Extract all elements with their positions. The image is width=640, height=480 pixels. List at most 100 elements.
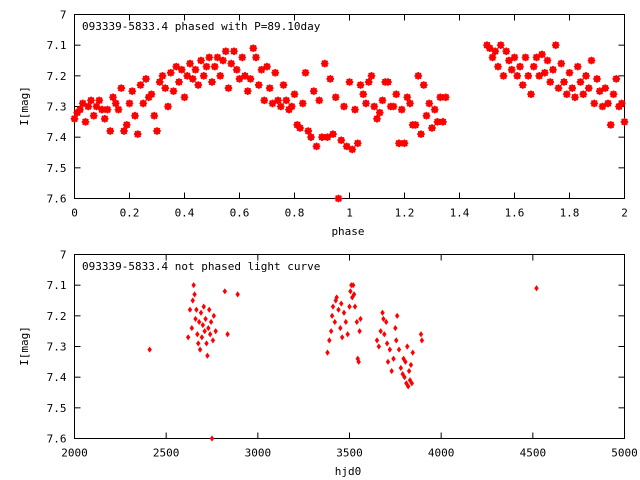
data-point bbox=[620, 117, 629, 126]
data-point bbox=[345, 78, 354, 86]
data-point bbox=[309, 87, 318, 96]
data-point bbox=[551, 41, 560, 50]
x-tick-label: 2000 bbox=[61, 447, 88, 460]
data-point bbox=[406, 99, 414, 108]
unphased-light-curve-panel: 093339-5833.4 not phased light curve hjd… bbox=[18, 249, 638, 479]
data-point bbox=[210, 62, 219, 71]
data-point bbox=[502, 47, 511, 56]
data-point bbox=[382, 331, 387, 338]
data-point bbox=[538, 50, 546, 59]
data-point bbox=[358, 315, 363, 322]
data-point bbox=[535, 71, 544, 80]
data-point bbox=[205, 53, 214, 62]
y-tick-label: 7.5 bbox=[47, 162, 67, 175]
data-point bbox=[328, 328, 334, 335]
data-point bbox=[285, 105, 293, 114]
data-point bbox=[142, 75, 150, 83]
data-point bbox=[139, 99, 148, 108]
data-point bbox=[375, 108, 384, 117]
data-point bbox=[430, 105, 439, 114]
data-point bbox=[81, 117, 90, 126]
data-point bbox=[403, 93, 412, 102]
data-point bbox=[405, 343, 410, 350]
data-point bbox=[483, 41, 491, 50]
data-point bbox=[378, 328, 383, 335]
data-point bbox=[353, 139, 362, 148]
data-point bbox=[329, 312, 335, 319]
data-point bbox=[384, 340, 390, 347]
data-point bbox=[225, 331, 230, 338]
data-point bbox=[350, 282, 356, 289]
data-point bbox=[238, 53, 247, 62]
data-point bbox=[617, 99, 626, 108]
data-point bbox=[103, 105, 112, 114]
data-point bbox=[339, 300, 344, 307]
data-point bbox=[150, 111, 159, 120]
data-point bbox=[396, 346, 402, 353]
data-point bbox=[76, 105, 84, 114]
data-point bbox=[334, 194, 343, 203]
data-point bbox=[188, 75, 197, 83]
y-tick-label: 7 bbox=[60, 9, 67, 22]
data-point bbox=[177, 65, 186, 74]
data-point bbox=[232, 65, 241, 74]
data-point bbox=[276, 102, 285, 111]
data-point bbox=[411, 121, 420, 129]
data-point bbox=[385, 358, 391, 365]
data-point bbox=[394, 337, 399, 344]
x-tick-label: 0.8 bbox=[285, 207, 305, 220]
data-point bbox=[268, 99, 277, 108]
data-point bbox=[153, 127, 161, 135]
data-point bbox=[554, 84, 563, 92]
data-point bbox=[595, 87, 604, 96]
data-point bbox=[488, 53, 497, 62]
data-point bbox=[573, 62, 582, 71]
data-point bbox=[249, 44, 258, 53]
data-point bbox=[593, 75, 601, 83]
data-point bbox=[241, 71, 249, 80]
data-point bbox=[496, 41, 505, 50]
data-point bbox=[202, 62, 211, 71]
data-point bbox=[341, 309, 347, 316]
y-tick-label: 7.6 bbox=[47, 433, 67, 446]
data-point bbox=[87, 96, 95, 105]
data-point bbox=[187, 306, 193, 313]
data-point bbox=[380, 309, 385, 316]
data-point bbox=[92, 102, 101, 111]
data-point bbox=[557, 59, 566, 68]
x-tick-label: 0.2 bbox=[120, 207, 140, 220]
data-point bbox=[111, 99, 120, 108]
data-point bbox=[367, 71, 376, 80]
data-point bbox=[326, 75, 335, 83]
y-tick-label: 7.4 bbox=[47, 131, 67, 144]
data-point bbox=[183, 71, 192, 80]
data-point bbox=[213, 53, 222, 62]
data-point bbox=[133, 130, 142, 138]
data-point bbox=[587, 56, 596, 65]
x-tick-label: 3500 bbox=[336, 447, 363, 460]
data-point bbox=[606, 121, 615, 129]
data-point bbox=[425, 99, 434, 108]
data-point bbox=[560, 78, 568, 86]
data-point bbox=[604, 99, 612, 108]
data-point bbox=[513, 71, 522, 80]
data-point bbox=[534, 285, 539, 292]
data-point bbox=[499, 71, 508, 80]
data-point bbox=[381, 315, 386, 322]
data-point bbox=[194, 306, 199, 313]
data-point bbox=[417, 130, 425, 138]
data-point bbox=[200, 321, 206, 329]
x-axis-label: phase bbox=[331, 225, 364, 238]
y-axis-label: I[mag] bbox=[18, 86, 31, 126]
data-point bbox=[532, 53, 541, 62]
x-tick-label: 5000 bbox=[611, 447, 638, 460]
data-point bbox=[598, 102, 607, 111]
data-point bbox=[199, 334, 205, 341]
data-point bbox=[601, 84, 610, 92]
data-point bbox=[359, 90, 368, 99]
data-point bbox=[419, 337, 425, 344]
data-point bbox=[207, 306, 212, 313]
data-point bbox=[612, 75, 621, 83]
data-point bbox=[410, 349, 415, 356]
data-point bbox=[216, 71, 225, 80]
